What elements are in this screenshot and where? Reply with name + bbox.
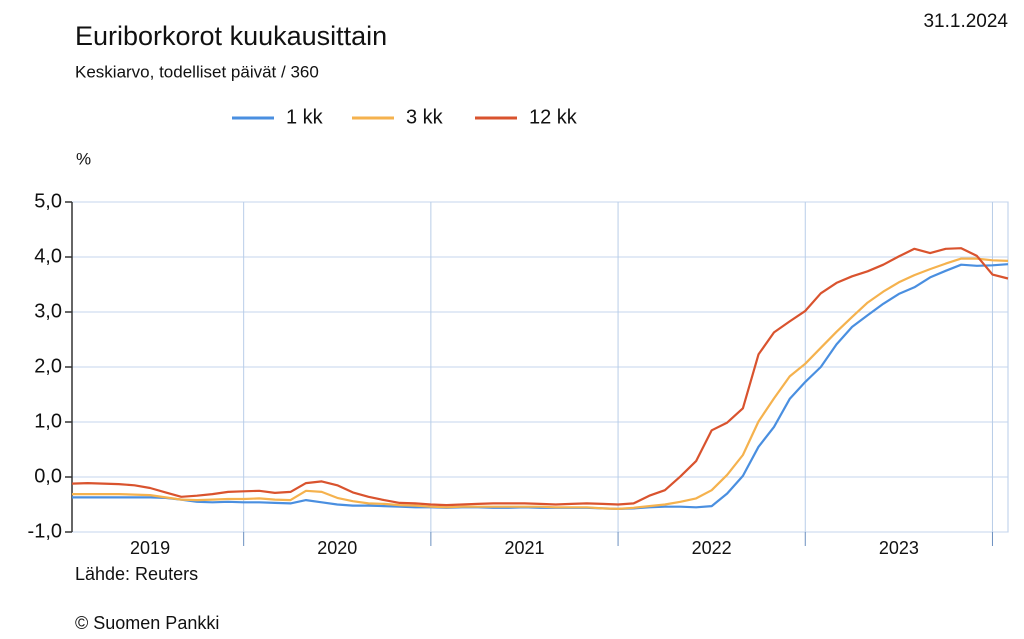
y-tick-label: 2,0 [34,355,62,377]
x-tick-label: 2019 [130,538,170,558]
x-tick-label: 2022 [692,538,732,558]
copyright-note: © Suomen Pankki [75,613,219,633]
data-line [71,247,1009,507]
y-tick-label: 3,0 [34,300,62,322]
y-tick-label: 4,0 [34,245,62,267]
date-label: 31.1.2024 [923,11,1008,32]
y-tick-label: 1,0 [34,410,62,432]
legend-label: 12 kk [529,106,578,128]
chart-title: Euriborkorot kuukausittain [75,21,387,51]
legend-label: 3 kk [406,106,444,128]
x-tick-label: 2020 [317,538,357,558]
y-axis-label: % [76,149,91,168]
source-note: Lähde: Reuters [75,564,198,584]
x-tick-label: 2023 [879,538,919,558]
y-tick-label: 0,0 [34,465,62,487]
x-tick-label: 2021 [504,538,544,558]
y-tick-label: -1,0 [28,520,62,542]
data-line [72,257,1009,510]
legend-label: 1 kk [286,106,324,128]
y-tick-label: 5,0 [34,190,62,212]
chart-subtitle: Keskiarvo, todelliset päivät / 360 [75,62,319,81]
